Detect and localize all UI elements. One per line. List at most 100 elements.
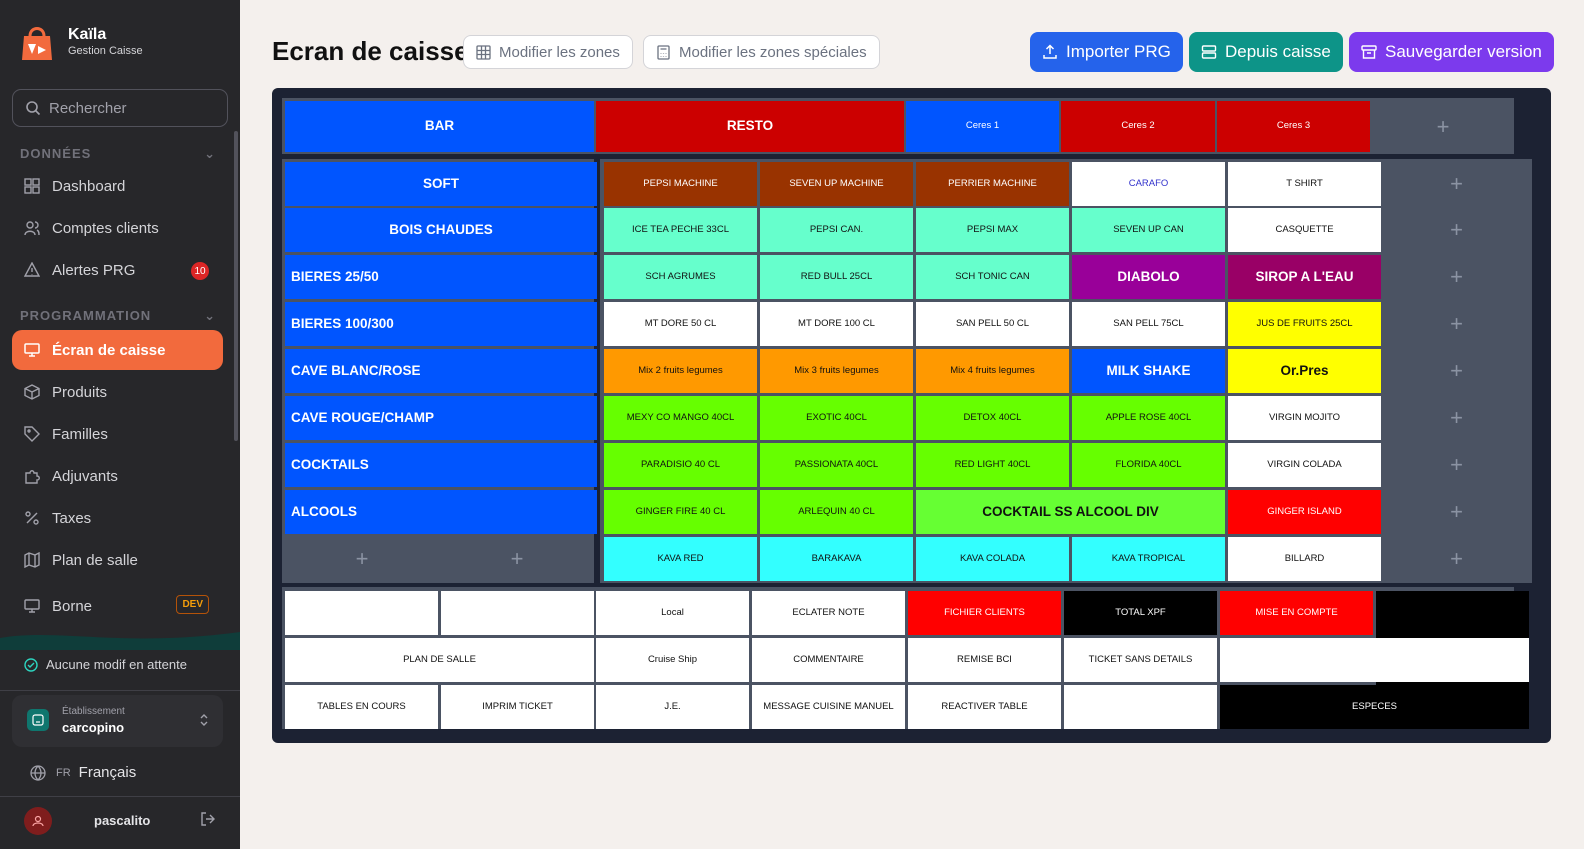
sidebar-item-comptes-clients[interactable]: Comptes clients	[12, 208, 223, 248]
product-button[interactable]: APPLE ROSE 40CL	[1072, 396, 1225, 440]
product-button[interactable]: PARADISIO 40 CL	[604, 443, 757, 487]
search-input[interactable]: Rechercher	[12, 89, 228, 127]
add-product-button[interactable]: +	[1450, 546, 1463, 571]
sidebar-item-borne[interactable]: Borne DEV	[12, 586, 223, 626]
product-button[interactable]: SCH TONIC CAN	[916, 255, 1069, 299]
product-button[interactable]: SEVEN UP MACHINE	[760, 162, 913, 206]
product-button[interactable]: MT DORE 50 CL	[604, 302, 757, 346]
family-cave-blanc-rose[interactable]: CAVE BLANC/ROSE	[285, 349, 597, 393]
establishment-selector[interactable]: Établissement carcopino	[12, 695, 223, 747]
product-button[interactable]: MILK SHAKE	[1072, 349, 1225, 393]
product-button[interactable]: DIABOLO	[1072, 255, 1225, 299]
product-button[interactable]: DETOX 40CL	[916, 396, 1069, 440]
add-product-button[interactable]: +	[1450, 358, 1463, 383]
tab-ceres-3[interactable]: Ceres 3	[1217, 101, 1370, 152]
sidebar-item-produits[interactable]: Produits	[12, 372, 223, 412]
product-button[interactable]: CASQUETTE	[1228, 208, 1381, 252]
sidebar-scrollbar[interactable]	[234, 131, 238, 441]
product-button[interactable]: COCKTAIL SS ALCOOL DIV	[916, 490, 1225, 534]
product-button[interactable]: SEVEN UP CAN	[1072, 208, 1225, 252]
add-product-button[interactable]: +	[1450, 499, 1463, 524]
edit-zones-button[interactable]: Modifier les zones	[463, 35, 633, 69]
family-bieres-100-300[interactable]: BIERES 100/300	[285, 302, 597, 346]
special-button[interactable]: REMISE BCI	[908, 638, 1061, 682]
special-button[interactable]: Local	[596, 591, 749, 635]
product-button[interactable]: SAN PELL 75CL	[1072, 302, 1225, 346]
add-product-button[interactable]: +	[1450, 311, 1463, 336]
add-product-button[interactable]: +	[1450, 405, 1463, 430]
add-product-button[interactable]: +	[1450, 264, 1463, 289]
product-button[interactable]: KAVA TROPICAL	[1072, 537, 1225, 581]
special-button[interactable]: PLAN DE SALLE	[285, 638, 594, 682]
product-button[interactable]: EXOTIC 40CL	[760, 396, 913, 440]
section-programmation[interactable]: PROGRAMMATION ⌄	[20, 308, 216, 323]
sidebar-item-alertes-prg[interactable]: Alertes PRG 10	[12, 250, 223, 290]
edit-special-zones-button[interactable]: Modifier les zones spéciales	[643, 35, 880, 69]
section-donnees[interactable]: DONNÉES ⌄	[20, 146, 216, 161]
product-button[interactable]: SAN PELL 50 CL	[916, 302, 1069, 346]
special-button[interactable]: ECLATER NOTE	[752, 591, 905, 635]
product-button[interactable]: Or.Pres	[1228, 349, 1381, 393]
product-button[interactable]: VIRGIN MOJITO	[1228, 396, 1381, 440]
import-prg-button[interactable]: Importer PRG	[1030, 32, 1183, 72]
family-bieres-25-50[interactable]: BIERES 25/50	[285, 255, 597, 299]
product-button[interactable]: CARAFO	[1072, 162, 1225, 206]
family-alcools[interactable]: ALCOOLS	[285, 490, 597, 534]
language-selector[interactable]: FR Français	[30, 764, 136, 781]
special-button[interactable]: TOTAL XPF	[1064, 591, 1217, 635]
product-button[interactable]: PEPSI MAX	[916, 208, 1069, 252]
add-product-button[interactable]: +	[1450, 171, 1463, 196]
add-family-button[interactable]: +	[510, 546, 524, 571]
tab-bar[interactable]: BAR	[285, 101, 594, 152]
family-bois-chaudes[interactable]: BOIS CHAUDES	[285, 208, 597, 252]
add-tab-button[interactable]: +	[1436, 113, 1450, 139]
product-button[interactable]: ICE TEA PECHE 33CL	[604, 208, 757, 252]
sidebar-item-dashboard[interactable]: Dashboard	[12, 166, 223, 206]
special-button[interactable]: IMPRIM TICKET	[441, 685, 594, 729]
product-button[interactable]: MT DORE 100 CL	[760, 302, 913, 346]
product-button[interactable]: Mix 4 fruits legumes	[916, 349, 1069, 393]
family-cave-rouge-champ[interactable]: CAVE ROUGE/CHAMP	[285, 396, 597, 440]
product-button[interactable]: Mix 2 fruits legumes	[604, 349, 757, 393]
product-button[interactable]: GINGER ISLAND	[1228, 490, 1381, 534]
product-button[interactable]: SCH AGRUMES	[604, 255, 757, 299]
product-button[interactable]: GINGER FIRE 40 CL	[604, 490, 757, 534]
family-soft[interactable]: SOFT	[285, 162, 597, 206]
special-button[interactable]: Cruise Ship	[596, 638, 749, 682]
product-button[interactable]: BILLARD	[1228, 537, 1381, 581]
product-button[interactable]: KAVA RED	[604, 537, 757, 581]
product-button[interactable]: RED BULL 25CL	[760, 255, 913, 299]
product-button[interactable]: VIRGIN COLADA	[1228, 443, 1381, 487]
tab-ceres-2[interactable]: Ceres 2	[1061, 101, 1215, 152]
product-button[interactable]: PEPSI CAN.	[760, 208, 913, 252]
tab-ceres-1[interactable]: Ceres 1	[906, 101, 1059, 152]
product-button[interactable]: PEPSI MACHINE	[604, 162, 757, 206]
special-button[interactable]: REACTIVER TABLE	[908, 685, 1061, 729]
special-button[interactable]: J.E.	[596, 685, 749, 729]
logout-icon[interactable]	[200, 811, 216, 827]
add-family-button[interactable]: +	[355, 546, 369, 571]
sidebar-item-familles[interactable]: Familles	[12, 414, 223, 454]
product-button[interactable]: ARLEQUIN 40 CL	[760, 490, 913, 534]
special-button[interactable]: FICHIER CLIENTS	[908, 591, 1061, 635]
product-button[interactable]: MEXY CO MANGO 40CL	[604, 396, 757, 440]
family-cocktails[interactable]: COCKTAILS	[285, 443, 597, 487]
product-button[interactable]: JUS DE FRUITS 25CL	[1228, 302, 1381, 346]
product-button[interactable]: Mix 3 fruits legumes	[760, 349, 913, 393]
product-button[interactable]: KAVA COLADA	[916, 537, 1069, 581]
special-button[interactable]: TABLES EN COURS	[285, 685, 438, 729]
special-button-empty[interactable]	[1064, 685, 1217, 729]
special-button[interactable]: MISE EN COMPTE	[1220, 591, 1373, 635]
tab-resto[interactable]: RESTO	[596, 101, 904, 152]
product-button[interactable]: SIROP A L'EAU	[1228, 255, 1381, 299]
from-register-button[interactable]: Depuis caisse	[1189, 32, 1343, 72]
sidebar-item-adjuvants[interactable]: Adjuvants	[12, 456, 223, 496]
product-button[interactable]: RED LIGHT 40CL	[916, 443, 1069, 487]
product-button[interactable]: T SHIRT	[1228, 162, 1381, 206]
sidebar-item-taxes[interactable]: Taxes	[12, 498, 223, 538]
special-button[interactable]: MESSAGE CUISINE MANUEL	[752, 685, 905, 729]
sidebar-item-plan-de-salle[interactable]: Plan de salle	[12, 540, 223, 580]
save-version-button[interactable]: Sauvegarder version	[1349, 32, 1554, 72]
sidebar-item-ecran-de-caisse[interactable]: Écran de caisse	[12, 330, 223, 370]
product-button[interactable]: PASSIONATA 40CL	[760, 443, 913, 487]
